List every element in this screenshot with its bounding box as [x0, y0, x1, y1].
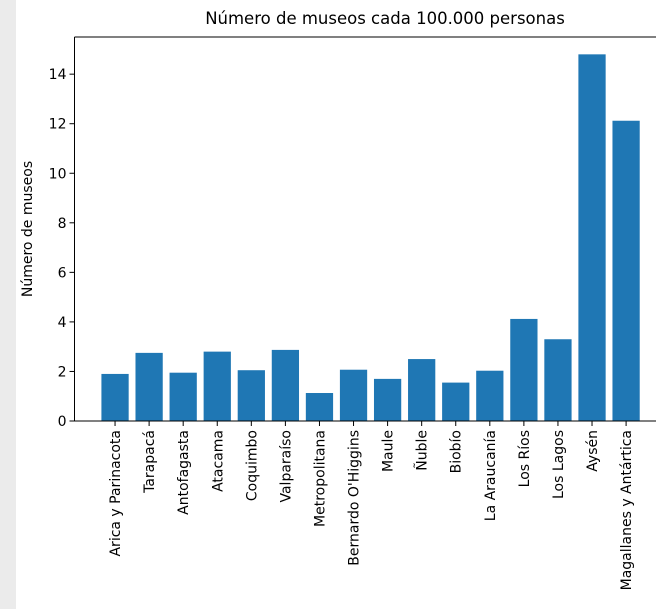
- bar: [237, 370, 265, 421]
- bar: [544, 339, 572, 421]
- x-tick-label: Biobío: [449, 430, 465, 473]
- x-tick-label: Magallanes y Antártica: [619, 430, 635, 590]
- axes-frame: [74, 36, 656, 422]
- bar: [510, 318, 538, 421]
- bar: [339, 369, 368, 421]
- x-tick-label: La Araucanía: [483, 430, 499, 521]
- x-tick-label: Tarapacá: [142, 430, 158, 494]
- x-tick-label: Aysén: [585, 430, 601, 472]
- bar: [408, 359, 436, 421]
- bar: [578, 54, 606, 422]
- bar: [101, 373, 129, 421]
- x-tick-label: Maule: [381, 430, 397, 472]
- x-tick-label: Arica y Parinacota: [108, 430, 124, 557]
- bar: [203, 351, 231, 421]
- y-axis-label: Número de museos: [20, 161, 36, 297]
- y-tick-label: 14: [49, 67, 67, 83]
- chart-title: Número de museos cada 100.000 personas: [205, 9, 565, 28]
- x-tick-label: Coquimbo: [244, 430, 260, 501]
- y-tick-label: 4: [58, 315, 67, 331]
- x-tick-label: Valparaíso: [278, 430, 294, 503]
- bar: [612, 120, 640, 422]
- y-tick-label: 2: [58, 364, 67, 380]
- bar: [442, 382, 470, 421]
- bar: [305, 393, 334, 421]
- x-tick-label: Los Lagos: [551, 430, 567, 499]
- y-tick-label: 10: [49, 166, 67, 182]
- y-tick-label: 6: [58, 265, 67, 281]
- x-tick-label: Los Ríos: [517, 430, 533, 487]
- bar: [373, 378, 402, 421]
- bar: [169, 372, 197, 421]
- x-tick-label: Antofagasta: [176, 430, 192, 515]
- x-tick-label: Metropolitana: [312, 430, 328, 527]
- x-tick-label: Ñuble: [414, 430, 431, 471]
- bar: [271, 349, 300, 421]
- y-tick-label: 12: [49, 117, 67, 133]
- bar: [135, 352, 163, 421]
- y-tick-label: 8: [58, 216, 67, 232]
- figure-background: [16, 0, 656, 609]
- y-tick-label: 0: [58, 414, 67, 430]
- x-tick-label: Bernardo O'Higgins: [347, 430, 363, 566]
- bar: [476, 370, 504, 421]
- x-tick-label: Atacama: [210, 430, 226, 492]
